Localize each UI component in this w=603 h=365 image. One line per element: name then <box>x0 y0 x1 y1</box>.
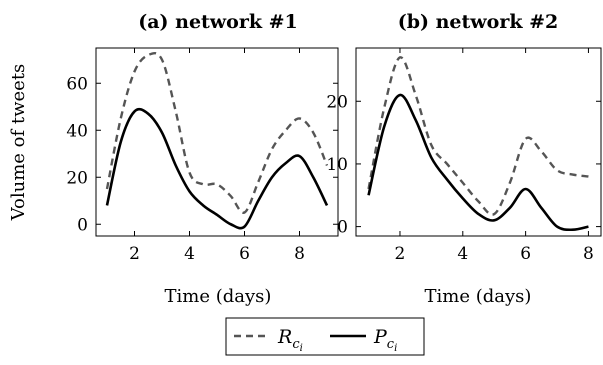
panel-b-ticks: 2 4 6 8 0 10 20 <box>326 48 601 264</box>
x-tick-label: 8 <box>294 244 305 264</box>
x-tick-label: 4 <box>184 244 195 264</box>
x-tick-label: 4 <box>457 244 468 264</box>
y-tick-label: 0 <box>77 215 88 235</box>
panel-a-xlabel: Time (days) <box>165 286 272 307</box>
y-tick-label: 60 <box>66 74 88 94</box>
y-tick-label: 20 <box>326 92 348 112</box>
legend-label-r: Rci <box>277 326 303 354</box>
series-r-line <box>105 51 329 214</box>
panel-b-series <box>367 56 589 232</box>
y-tick-label: 0 <box>337 218 348 238</box>
legend: Rci Pci <box>225 317 425 356</box>
panel-a-ylabel: Volume of tweets <box>8 64 29 222</box>
panel-b-title: (b) network #2 <box>398 11 559 33</box>
panel-a-ticks: 2 4 6 8 0 20 40 60 <box>66 48 338 264</box>
x-tick-label: 6 <box>520 244 531 264</box>
series-p-line <box>367 93 589 232</box>
y-tick-label: 10 <box>326 155 348 175</box>
y-tick-label: 20 <box>66 168 88 188</box>
panel-b-frame <box>355 47 602 237</box>
x-tick-label: 2 <box>395 244 406 264</box>
series-r-line <box>367 56 589 216</box>
x-tick-label: 6 <box>239 244 250 264</box>
panel-a-frame <box>95 47 339 237</box>
x-tick-label: 8 <box>583 244 594 264</box>
panel-a: (a) network #1 2 4 6 8 0 20 40 60 Time (days) V… <box>8 11 339 307</box>
panel-b-xlabel: Time (days) <box>425 286 532 307</box>
legend-label-p: Pci <box>373 326 397 354</box>
series-p-line <box>105 107 329 230</box>
y-tick-label: 40 <box>66 121 88 141</box>
panel-b: (b) network #2 2 4 6 8 0 10 20 Time (days) <box>326 11 602 307</box>
panel-a-series <box>105 51 329 230</box>
panel-a-title: (a) network #1 <box>138 11 298 33</box>
x-tick-label: 2 <box>129 244 140 264</box>
